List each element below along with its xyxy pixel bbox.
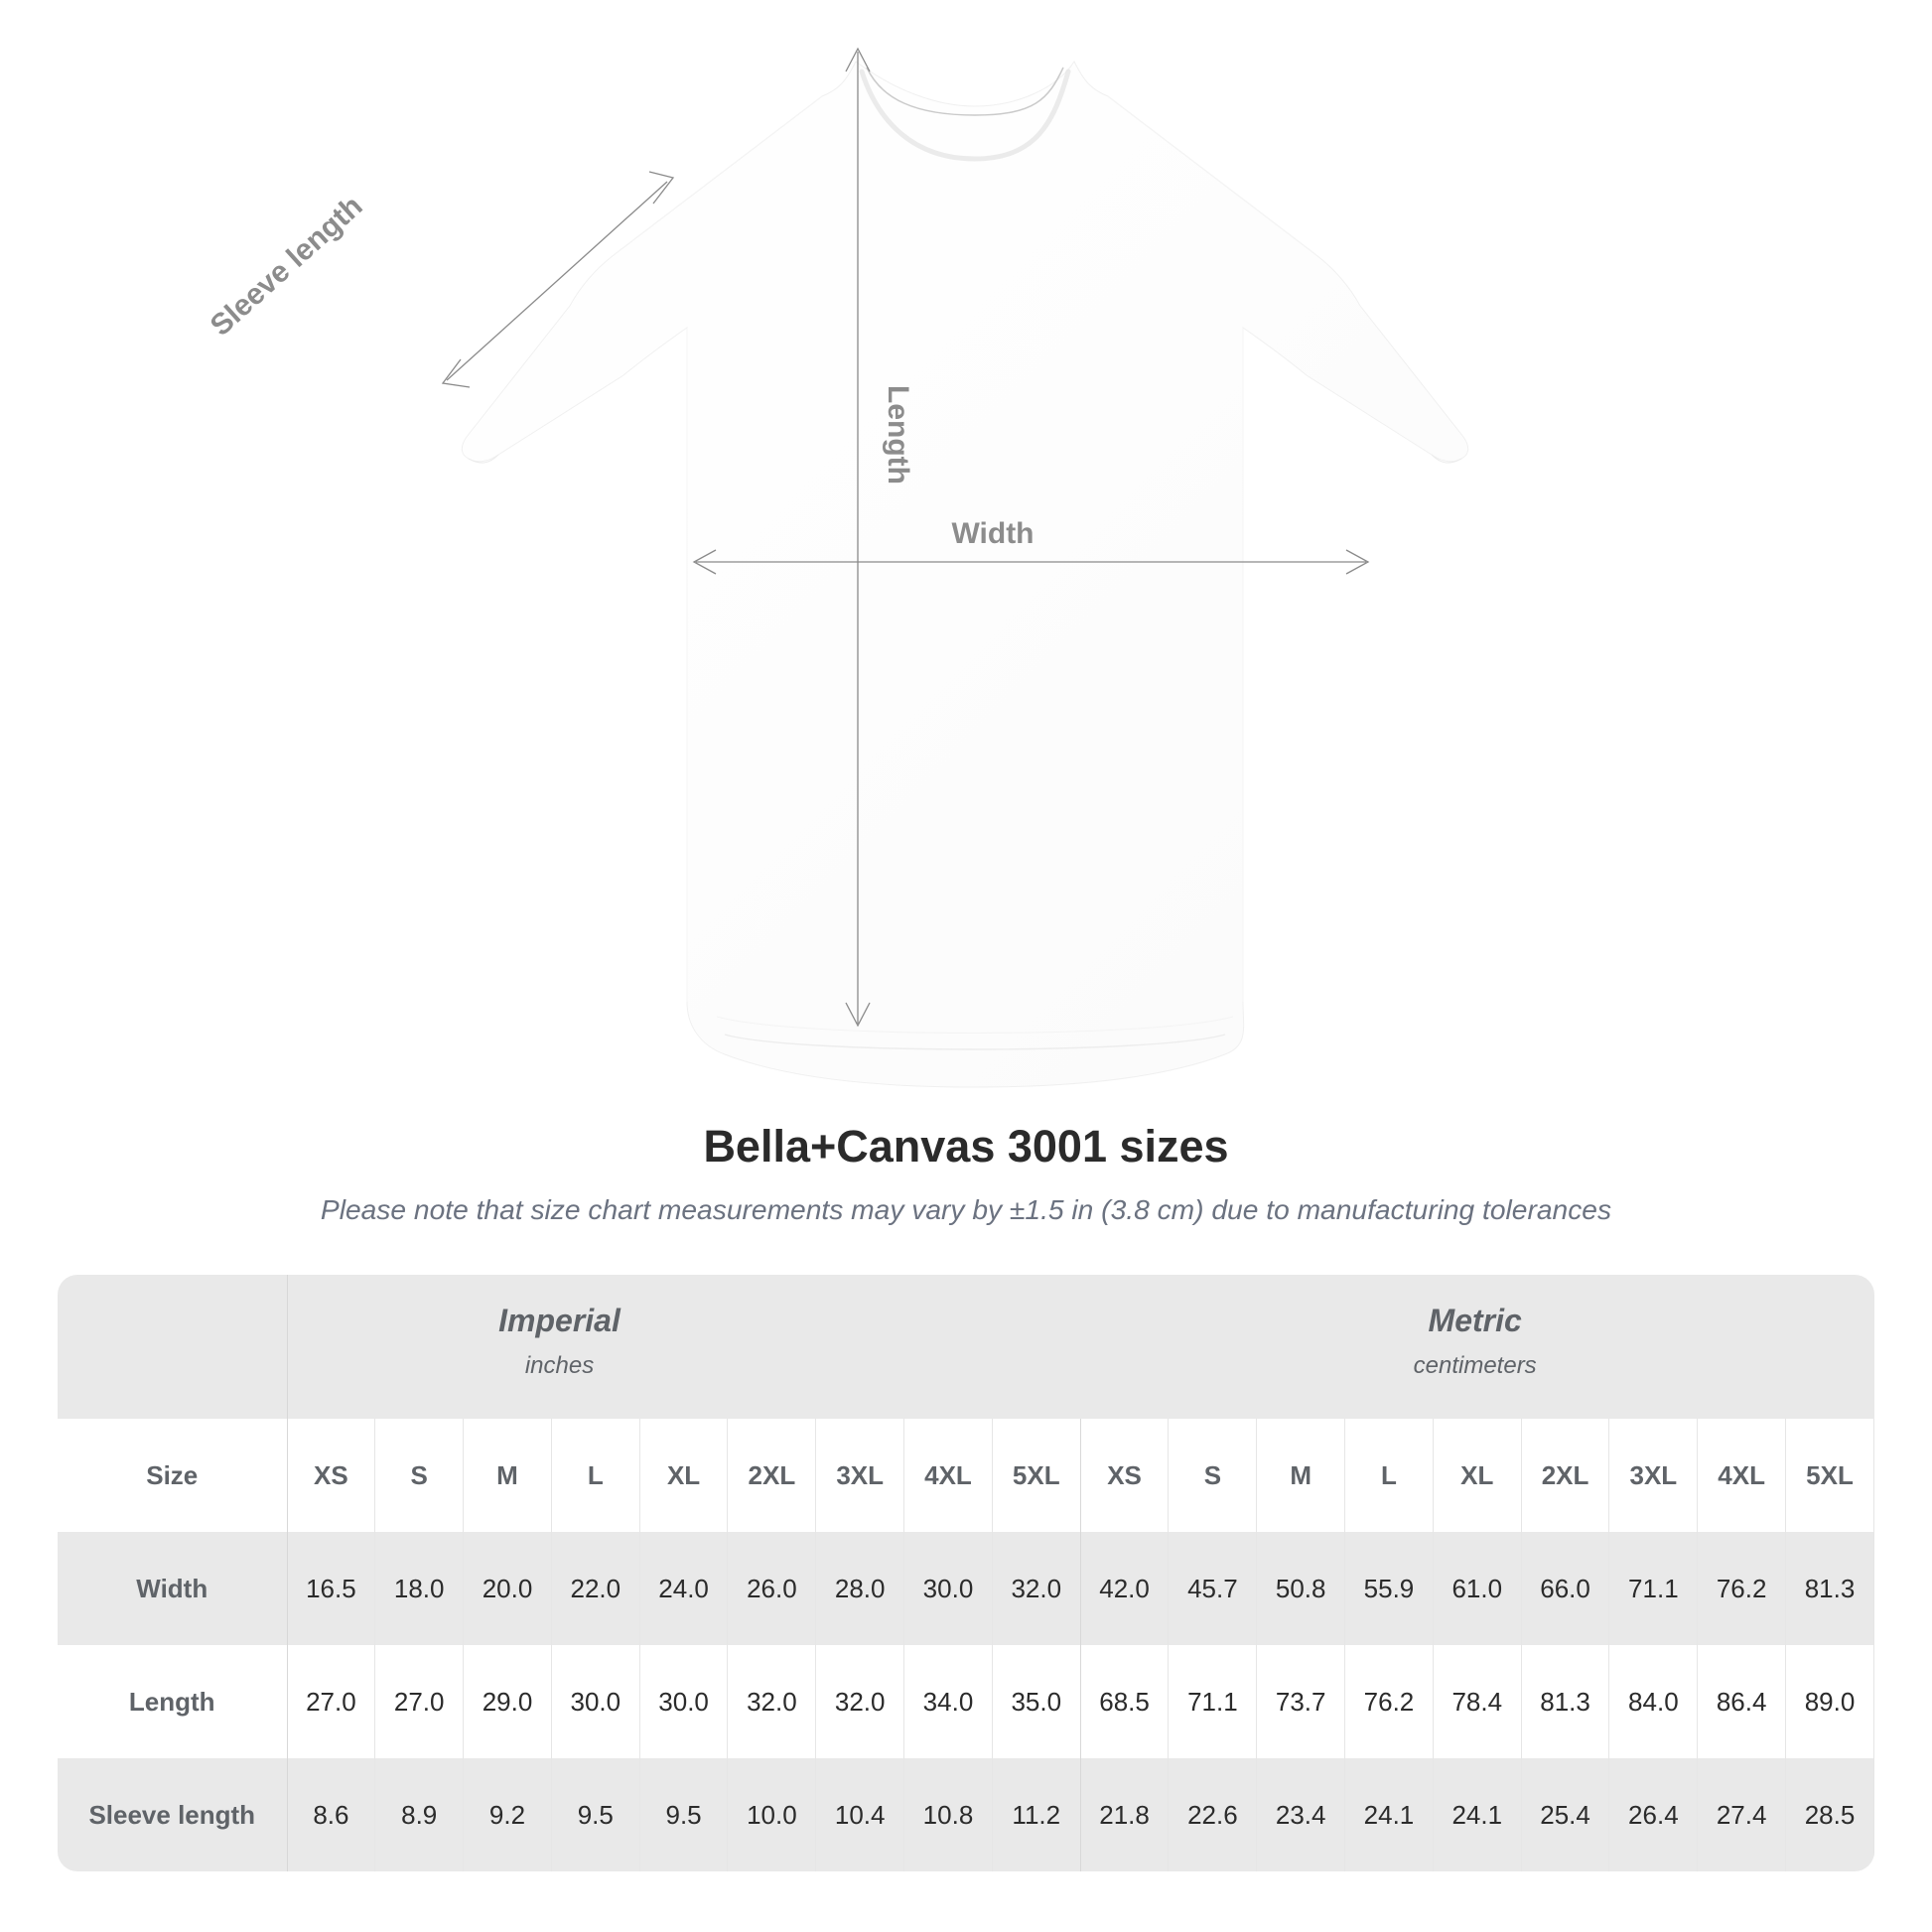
svg-text:Sleeve length: Sleeve length: [205, 190, 369, 343]
svg-text:Length: Length: [882, 385, 914, 484]
svg-text:Width: Width: [951, 517, 1034, 550]
